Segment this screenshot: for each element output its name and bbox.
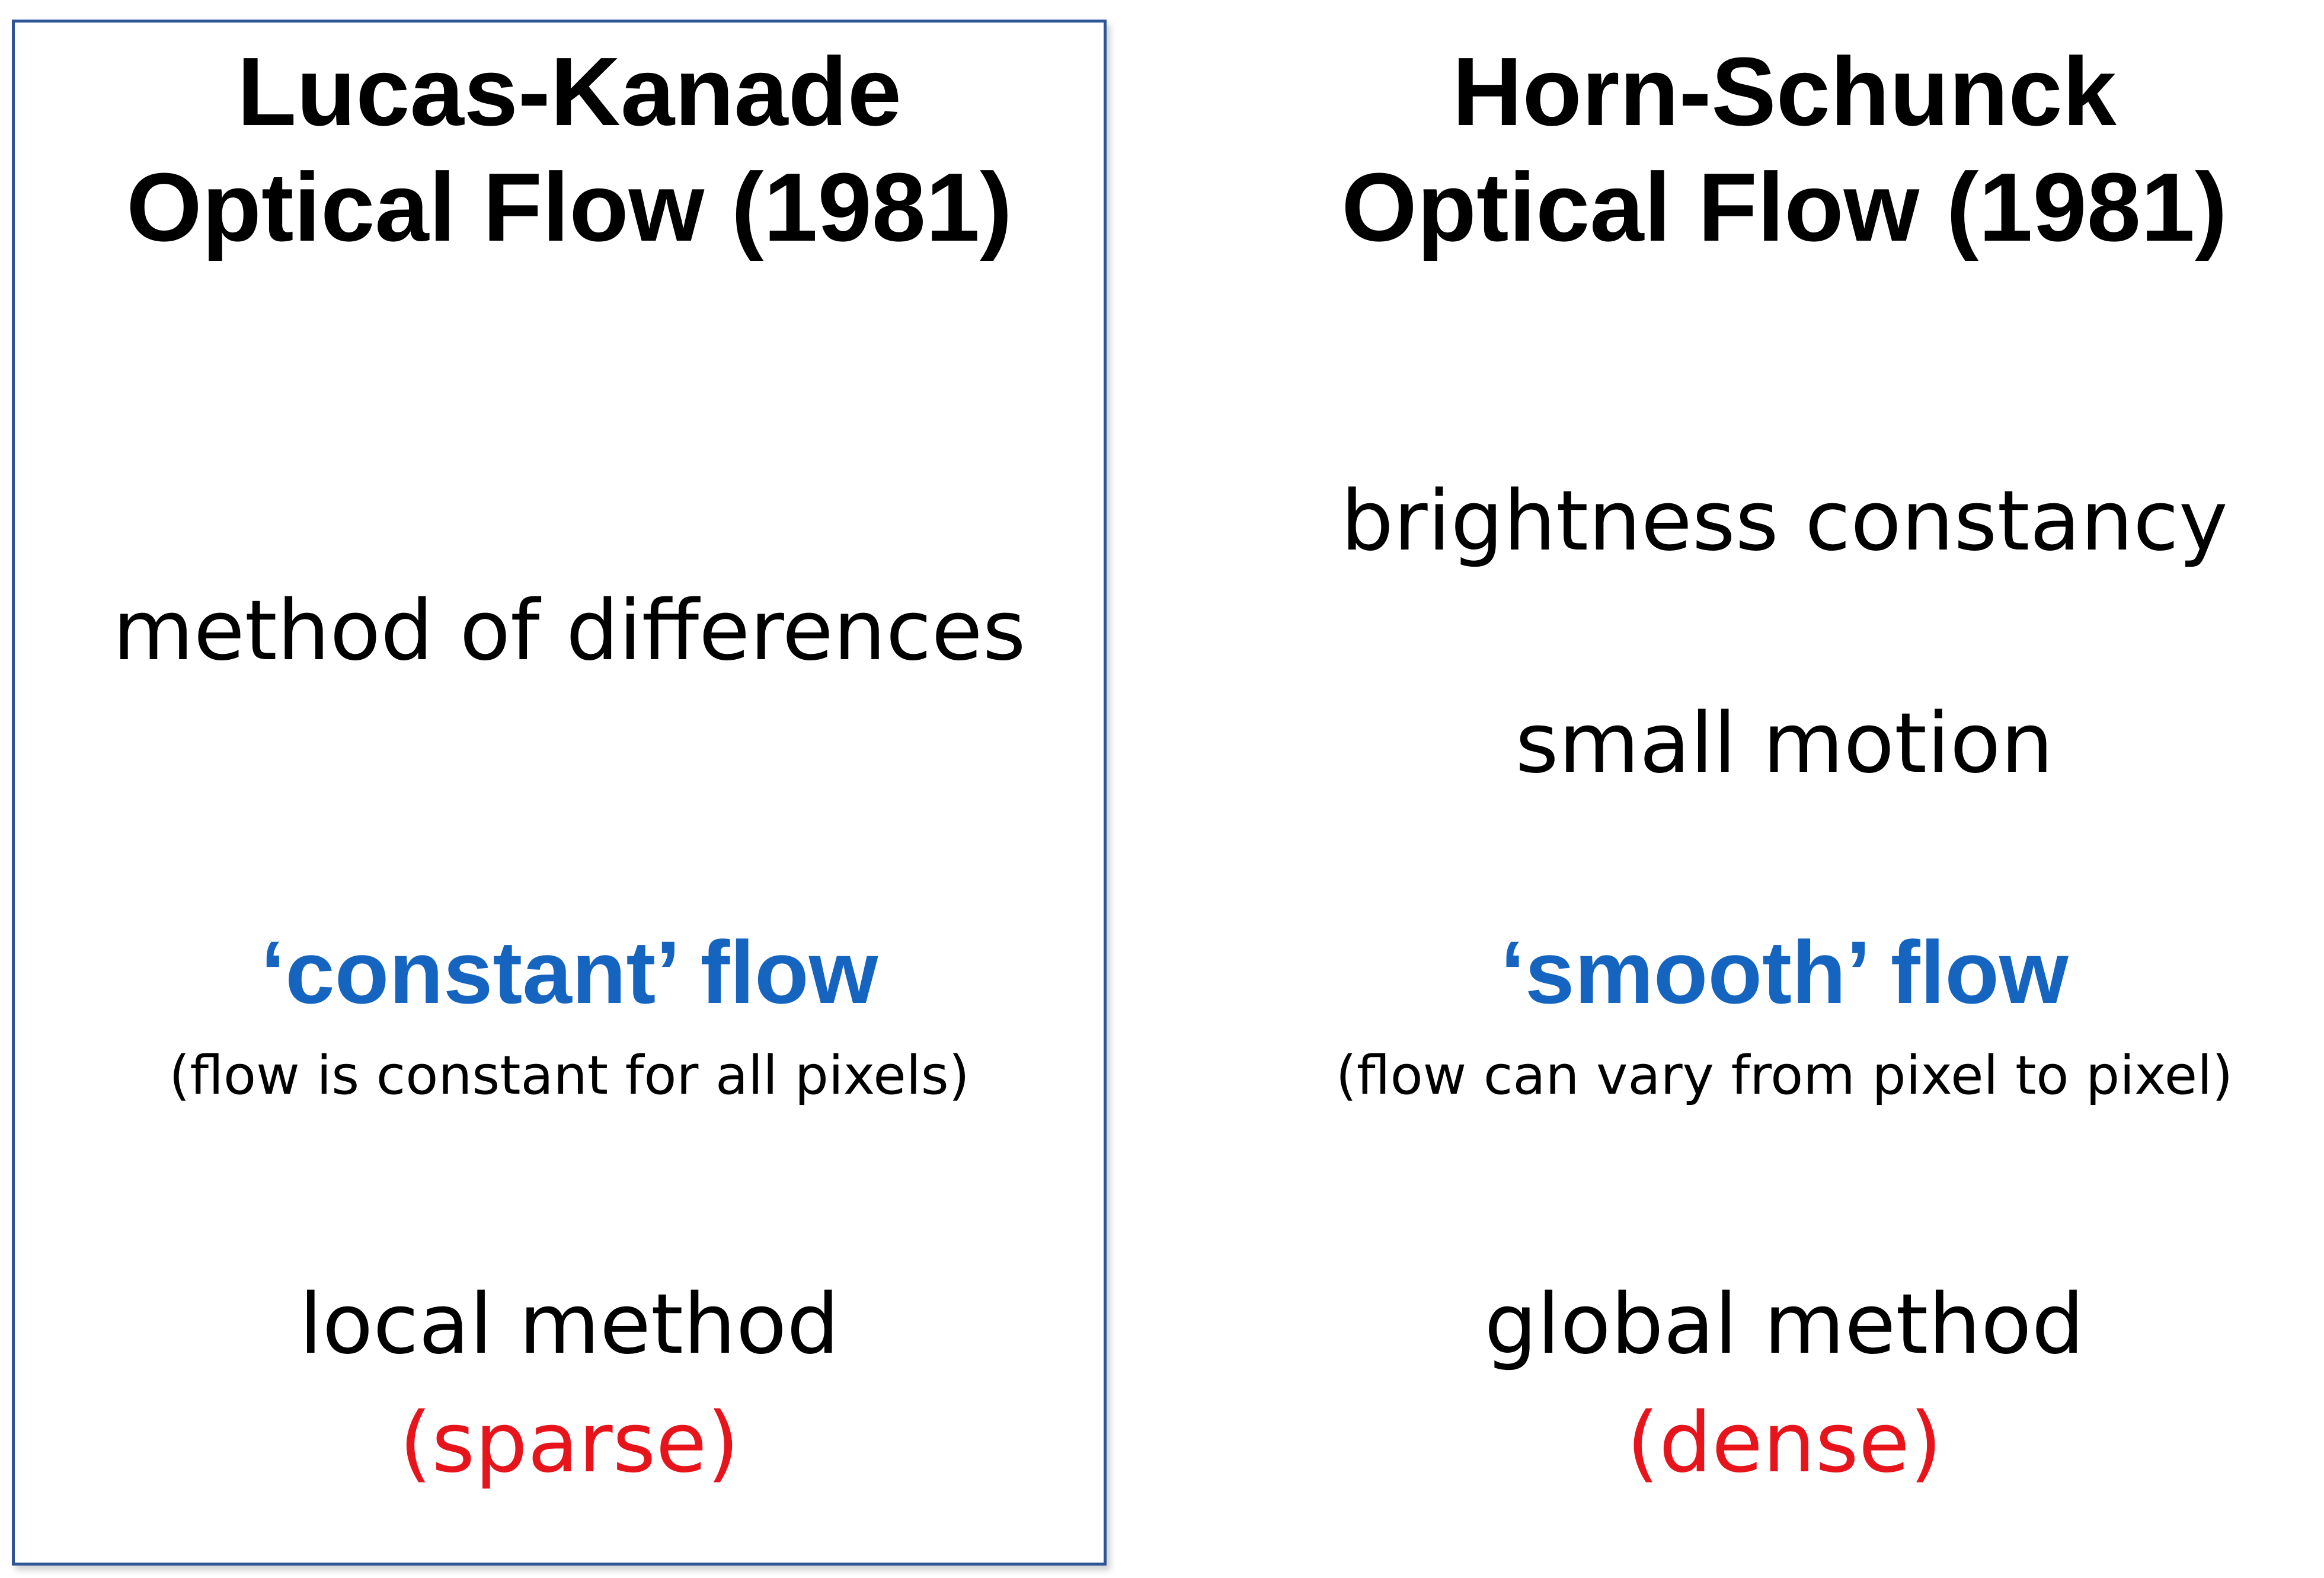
hs-assumption-brightness: brightness constancy	[1341, 473, 2228, 570]
lk-title-line1: Lucas-Kanade	[236, 37, 902, 146]
lk-density: (sparse)	[399, 1395, 740, 1491]
lk-method: local method	[299, 1276, 840, 1373]
hs-density: (dense)	[1626, 1395, 1942, 1491]
lucas-kanade-box	[12, 20, 1107, 1566]
hs-flow-note: (flow can vary from pixel to pixel)	[1335, 1044, 2233, 1107]
hs-title-line2: Optical Flow (1981)	[1341, 153, 2227, 261]
lk-flow-note: (flow is constant for all pixels)	[169, 1044, 970, 1107]
hs-assumption-small-motion: small motion	[1515, 695, 2054, 792]
lucas-kanade-column: Lucas-Kanade Optical Flow (1981) method …	[0, 0, 1139, 1578]
lk-title-line2: Optical Flow (1981)	[126, 153, 1012, 261]
hs-method: global method	[1484, 1276, 2085, 1373]
lk-assumption: method of differences	[113, 583, 1026, 679]
horn-schunck-column: Horn-Schunck Optical Flow (1981) brightn…	[1245, 0, 2324, 1578]
lk-flow-label: ‘constant’ flow	[260, 922, 878, 1022]
hs-title-line1: Horn-Schunck	[1452, 37, 2117, 146]
hs-flow-label: ‘smooth’ flow	[1500, 922, 2069, 1022]
